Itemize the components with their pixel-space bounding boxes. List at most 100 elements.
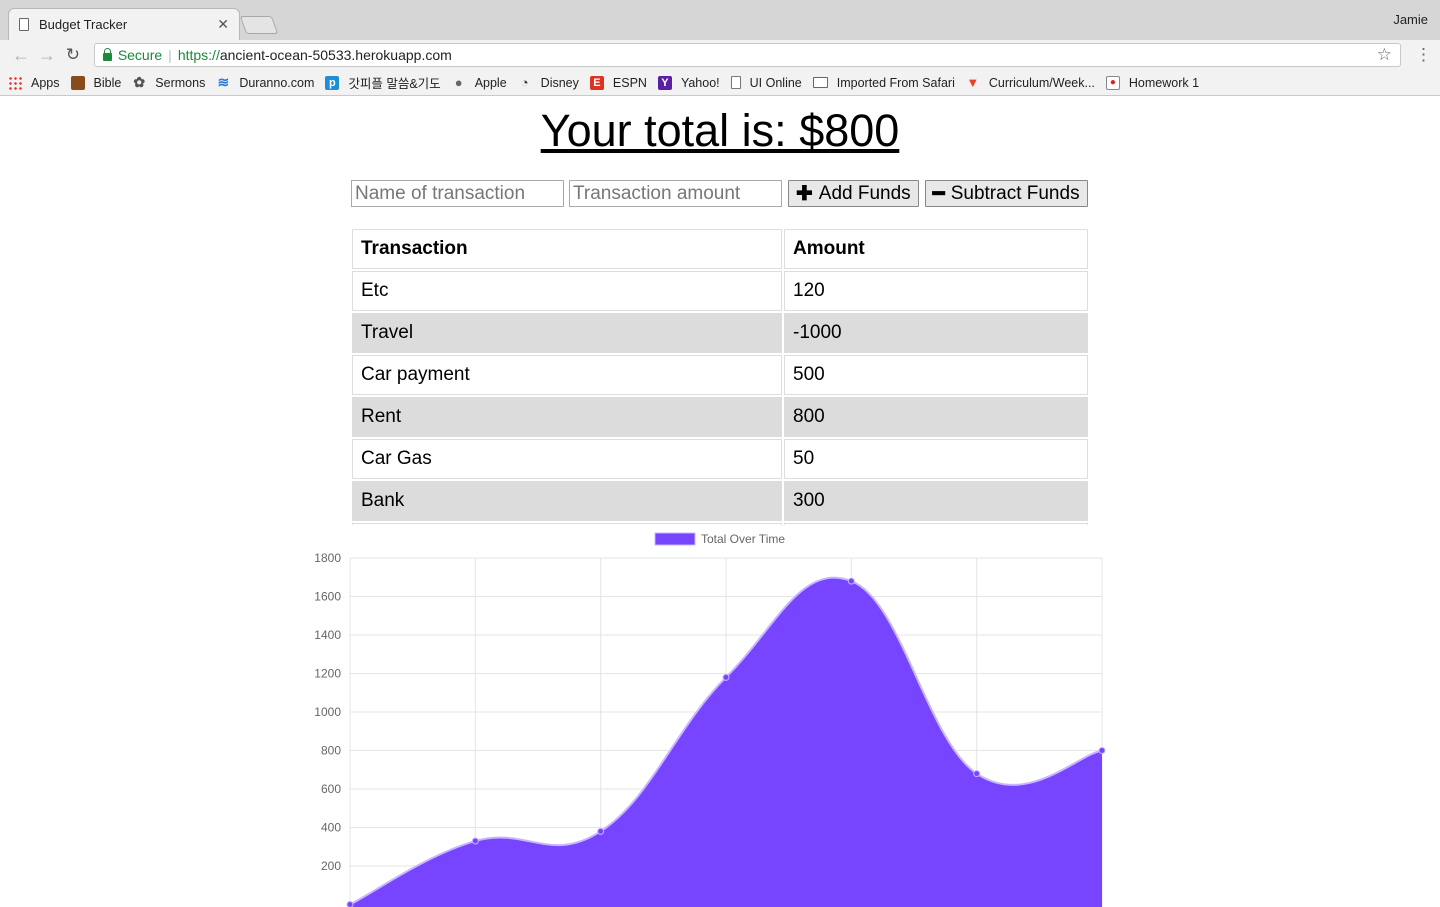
disney-icon: ◔ bbox=[518, 76, 532, 90]
bookmark-sermons[interactable]: ✿Sermons bbox=[132, 76, 205, 90]
y-tick-label: 1200 bbox=[314, 667, 341, 681]
y-tick-label: 1800 bbox=[314, 551, 341, 565]
tab-strip: Budget Tracker ✕ Jamie bbox=[0, 0, 1440, 40]
data-point bbox=[974, 771, 980, 777]
chart-legend: Total Over Time bbox=[655, 532, 785, 546]
transaction-name bbox=[352, 523, 782, 525]
yahoo-icon: Y bbox=[658, 76, 672, 90]
bookmark-disney[interactable]: ◔Disney bbox=[518, 76, 579, 90]
tab-title: Budget Tracker bbox=[39, 17, 217, 32]
data-point bbox=[848, 578, 854, 584]
gitlab-icon: ▼ bbox=[966, 76, 980, 90]
plus-icon: ✚ bbox=[796, 184, 813, 204]
profile-name[interactable]: Jamie bbox=[1393, 12, 1428, 27]
new-tab-button[interactable] bbox=[240, 16, 279, 34]
sermons-icon: ✿ bbox=[132, 76, 146, 90]
bookmark-ui-online[interactable]: UI Online bbox=[731, 76, 802, 90]
duranno-icon: ≋ bbox=[216, 76, 230, 90]
lock-icon bbox=[103, 53, 112, 61]
bookmark-homework[interactable]: ●Homework 1 bbox=[1106, 76, 1199, 90]
transaction-amount: 500 bbox=[784, 355, 1088, 395]
total-heading: Your total is: $800 bbox=[0, 105, 1440, 157]
url-scheme: https:// bbox=[178, 47, 220, 63]
legend-swatch bbox=[655, 533, 695, 545]
url-host: ancient-ocean-50533.herokuapp.com bbox=[220, 47, 452, 63]
secure-label: Secure bbox=[118, 47, 162, 63]
transaction-amount: 800 bbox=[784, 397, 1088, 437]
data-point bbox=[598, 828, 604, 834]
subtract-funds-button[interactable]: ━Subtract Funds bbox=[925, 180, 1088, 207]
bookmark-bible[interactable]: Bible bbox=[71, 76, 122, 90]
data-point bbox=[472, 838, 478, 844]
transaction-amount bbox=[784, 523, 1088, 525]
transaction-name: Rent bbox=[352, 397, 782, 437]
page-icon bbox=[731, 76, 741, 89]
transaction-name: Etc bbox=[352, 271, 782, 311]
transaction-name: Car Gas bbox=[352, 439, 782, 479]
y-tick-label: 800 bbox=[321, 744, 341, 758]
url-separator: | bbox=[168, 47, 172, 63]
back-arrow-icon[interactable]: ← bbox=[8, 45, 34, 66]
total-text: Your total is: $800 bbox=[541, 105, 900, 156]
total-over-time-chart: Total Over Time 200 400 600 800 1000 1200 1400… bbox=[300, 527, 1120, 907]
forward-arrow-icon[interactable]: → bbox=[34, 45, 60, 66]
transaction-amount-input[interactable] bbox=[569, 180, 782, 207]
y-tick-label: 400 bbox=[321, 821, 341, 835]
table-row bbox=[352, 523, 1088, 525]
transaction-name: Travel bbox=[352, 313, 782, 353]
apple-icon: ● bbox=[452, 76, 466, 90]
header-amount: Amount bbox=[784, 229, 1088, 269]
page-content: Your total is: $800 ✚Add Funds ━Subtract… bbox=[0, 97, 1440, 900]
bookmark-imported-safari[interactable]: Imported From Safari bbox=[813, 76, 955, 90]
close-icon[interactable]: ✕ bbox=[217, 16, 229, 33]
page-icon bbox=[19, 18, 29, 31]
browser-toolbar: ← → ↻ Secure | https:// ancient-ocean-50… bbox=[0, 40, 1440, 70]
header-transaction: Transaction bbox=[352, 229, 782, 269]
table-header-row: Transaction Amount bbox=[352, 229, 1088, 269]
tab-budget-tracker[interactable]: Budget Tracker ✕ bbox=[8, 8, 240, 40]
bible-icon bbox=[71, 76, 85, 90]
bookmark-star-icon[interactable]: ☆ bbox=[1377, 45, 1392, 65]
table-row: Travel-1000 bbox=[352, 313, 1088, 353]
data-point bbox=[347, 902, 353, 907]
minus-icon: ━ bbox=[933, 184, 945, 204]
y-tick-label: 200 bbox=[321, 859, 341, 873]
apps-grid-icon bbox=[8, 76, 22, 90]
transaction-name: Bank bbox=[352, 481, 782, 521]
y-tick-label: 1400 bbox=[314, 628, 341, 642]
godpeople-icon: p bbox=[325, 76, 339, 90]
address-bar[interactable]: Secure | https:// ancient-ocean-50533.he… bbox=[94, 43, 1401, 67]
transaction-amount: 50 bbox=[784, 439, 1088, 479]
y-tick-label: 600 bbox=[321, 782, 341, 796]
transaction-name: Car payment bbox=[352, 355, 782, 395]
transaction-amount: 120 bbox=[784, 271, 1088, 311]
kebab-menu-icon[interactable]: ⋮ bbox=[1415, 45, 1432, 65]
transaction-amount: -1000 bbox=[784, 313, 1088, 353]
bookmark-curriculum[interactable]: ▼Curriculum/Week... bbox=[966, 76, 1095, 90]
espn-icon: E bbox=[590, 76, 604, 90]
data-point bbox=[723, 674, 729, 680]
folder-icon bbox=[813, 77, 828, 88]
transaction-name-input[interactable] bbox=[351, 180, 564, 207]
homework-icon: ● bbox=[1106, 76, 1120, 90]
bookmark-apple[interactable]: ●Apple bbox=[452, 76, 507, 90]
bookmark-duranno[interactable]: ≋Duranno.com bbox=[216, 76, 314, 90]
bookmark-apps[interactable]: Apps bbox=[8, 76, 60, 90]
y-tick-label: 1000 bbox=[314, 705, 341, 719]
reload-icon[interactable]: ↻ bbox=[60, 45, 86, 65]
transaction-amount: 300 bbox=[784, 481, 1088, 521]
legend-label: Total Over Time bbox=[701, 532, 785, 546]
add-funds-button[interactable]: ✚Add Funds bbox=[788, 180, 919, 207]
